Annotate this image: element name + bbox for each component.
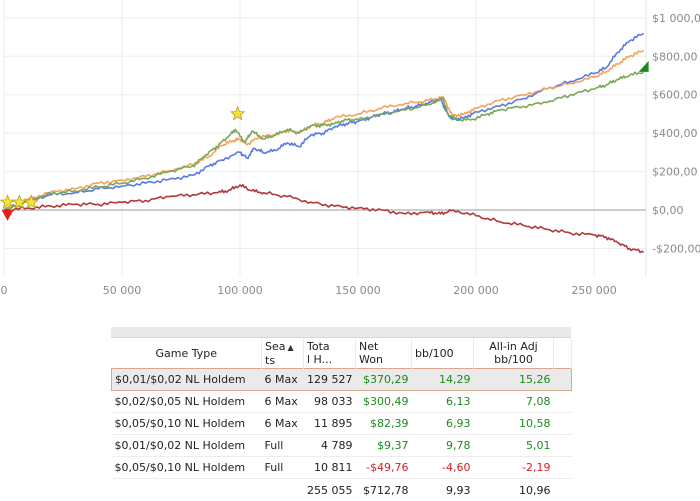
cell-allin-adj: 15,26 (474, 369, 554, 391)
cell-bb100: 6,93 (412, 413, 474, 435)
total-hands: 255 055 (304, 479, 356, 501)
series-lines (4, 33, 644, 252)
cell-net-won: $370,29 (356, 369, 412, 391)
y-tick-label: $600,00 (652, 89, 698, 102)
y-axis-labels: -$200,00 $0,00 $200,00 $400,00 $600,00 $800,0… (652, 12, 700, 256)
x-axis-labels: 0 50 000 100 000 150 000 200 000 250 000 (1, 284, 617, 297)
cell-net-won: $9,37 (356, 435, 412, 457)
triangle-down-marker (2, 210, 14, 221)
cell-total-hands: 10 811 (304, 457, 356, 479)
total-allin-adj: 10,96 (474, 479, 554, 501)
cell-spacer (554, 413, 572, 435)
y-tick-label: -$200,00 (652, 242, 700, 255)
cell-seats: 6 Max (262, 391, 304, 413)
total-seats (262, 479, 304, 501)
sort-ascending-icon: ▲ (288, 343, 294, 352)
total-game-type (112, 479, 262, 501)
cell-total-hands: 129 527 (304, 369, 356, 391)
triangle-up-marker (639, 61, 649, 72)
x-tick-label: 150 000 (335, 284, 381, 297)
cell-game-type: $0,05/$0,10 NL Holdem (112, 413, 262, 435)
series-line (4, 185, 644, 253)
cell-bb100: 9,78 (412, 435, 474, 457)
cell-game-type: $0,01/$0,02 NL Holdem (112, 369, 262, 391)
header-seats[interactable]: Sea▲ts (262, 338, 304, 369)
cell-game-type: $0,01/$0,02 NL Holdem (112, 435, 262, 457)
cell-bb100: 6,13 (412, 391, 474, 413)
cell-seats: 6 Max (262, 369, 304, 391)
cell-net-won: $82,39 (356, 413, 412, 435)
cell-allin-adj: 7,08 (474, 391, 554, 413)
cell-total-hands: 4 789 (304, 435, 356, 457)
cell-net-won: -$49,76 (356, 457, 412, 479)
star-marker (231, 107, 244, 120)
series-line (4, 51, 644, 211)
cell-seats: 6 Max (262, 413, 304, 435)
header-game-type[interactable]: Game Type (112, 338, 262, 369)
cell-net-won: $300,49 (356, 391, 412, 413)
x-tick-label: 100 000 (217, 284, 263, 297)
series-line (4, 33, 644, 210)
cell-game-type: $0,05/$0,10 NL Holdem (112, 457, 262, 479)
x-tick-label: 50 000 (103, 284, 142, 297)
y-tick-label: $400,00 (652, 127, 698, 140)
cell-spacer (554, 457, 572, 479)
chart-markers (1, 61, 649, 221)
cell-seats: Full (262, 435, 304, 457)
header-bb100[interactable]: bb/100 (412, 338, 474, 369)
y-tick-label: $800,00 (652, 50, 698, 63)
table-toolbar (111, 327, 571, 338)
total-net-won: $712,78 (356, 479, 412, 501)
grid-lines (4, 0, 646, 276)
total-bb100: 9,93 (412, 479, 474, 501)
cell-bb100: 14,29 (412, 369, 474, 391)
cell-total-hands: 11 895 (304, 413, 356, 435)
y-tick-label: $200,00 (652, 166, 698, 179)
y-tick-label: $1 000,00 (652, 12, 700, 25)
cell-seats: Full (262, 457, 304, 479)
cell-total-hands: 98 033 (304, 391, 356, 413)
total-spacer (554, 479, 572, 501)
x-tick-label: 0 (1, 284, 8, 297)
cell-spacer (554, 435, 572, 457)
cell-bb100: -4,60 (412, 457, 474, 479)
cell-spacer (554, 391, 572, 413)
header-spacer (554, 338, 572, 369)
profit-graph: -$200,00 $0,00 $200,00 $400,00 $600,00 $800,0… (0, 0, 700, 310)
series-line (4, 72, 644, 211)
y-tick-label: $0,00 (652, 204, 684, 217)
cell-spacer (554, 369, 572, 391)
cell-game-type: $0,02/$0,05 NL Holdem (112, 391, 262, 413)
cell-allin-adj: 5,01 (474, 435, 554, 457)
x-tick-label: 250 000 (571, 284, 617, 297)
x-tick-label: 200 000 (453, 284, 499, 297)
cell-allin-adj: -2,19 (474, 457, 554, 479)
cell-allin-adj: 10,58 (474, 413, 554, 435)
